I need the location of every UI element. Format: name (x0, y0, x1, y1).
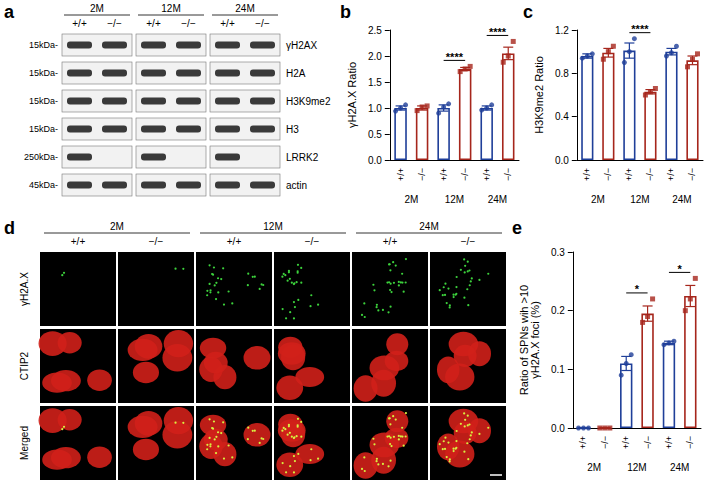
svg-text:2.0: 2.0 (368, 51, 382, 62)
svg-text:0.1: 0.1 (551, 364, 565, 375)
svg-text:H3K9me2 Ratio: H3K9me2 Ratio (533, 56, 545, 134)
svg-text:12M: 12M (630, 194, 649, 205)
svg-text:15kDa-: 15kDa- (29, 40, 58, 50)
svg-text:24M: 24M (670, 462, 689, 473)
svg-text:0.5: 0.5 (368, 129, 382, 140)
svg-text:2M: 2M (90, 3, 104, 14)
svg-text:2M: 2M (404, 194, 418, 205)
svg-text:−/−: −/− (503, 168, 513, 181)
svg-text:+/+: +/+ (578, 436, 588, 449)
html-text:b: b (340, 2, 351, 22)
svg-text:24M: 24M (672, 194, 691, 205)
svg-text:12M: 12M (627, 462, 646, 473)
svg-text:CTIP2: CTIP2 (19, 351, 30, 380)
svg-text:−/−: −/− (685, 436, 695, 449)
svg-text:−/−: −/− (600, 436, 610, 449)
svg-text:+/+: +/+ (72, 18, 87, 29)
svg-text:45kDa-: 45kDa- (29, 180, 58, 190)
html-text:a: a (4, 2, 14, 22)
svg-text:γH2A.X foci (%): γH2A.X foci (%) (529, 301, 541, 379)
svg-text:0.0: 0.0 (551, 423, 565, 434)
svg-text:−/−: −/− (181, 18, 196, 29)
html-text:c: c (523, 2, 533, 22)
svg-text:*: * (677, 263, 682, 275)
svg-text:−/−: −/− (107, 18, 122, 29)
svg-text:0.3: 0.3 (551, 247, 565, 258)
svg-text:0.8: 0.8 (555, 68, 569, 79)
svg-text:+/+: +/+ (220, 18, 235, 29)
svg-text:−/−: −/− (460, 168, 470, 181)
svg-text:−/−: −/− (645, 168, 655, 181)
svg-text:0.0: 0.0 (368, 155, 382, 166)
svg-text:+/+: +/+ (482, 168, 492, 181)
svg-text:*: * (635, 283, 640, 295)
svg-text:****: **** (446, 51, 464, 63)
svg-text:24M: 24M (235, 3, 254, 14)
svg-text:Merged: Merged (19, 426, 30, 460)
svg-text:0.4: 0.4 (555, 111, 569, 122)
svg-text:24M: 24M (488, 194, 507, 205)
svg-text:15kDa-: 15kDa- (29, 96, 58, 106)
svg-text:12M: 12M (263, 221, 282, 232)
svg-text:−/−: −/− (305, 236, 320, 247)
svg-text:−/−: −/− (643, 436, 653, 449)
svg-text:2M: 2M (110, 221, 124, 232)
svg-text:+/+: +/+ (146, 18, 161, 29)
svg-text:+/+: +/+ (624, 168, 634, 181)
svg-text:−/−: −/− (255, 18, 270, 29)
svg-text:H3: H3 (286, 124, 299, 135)
svg-text:250kDa-: 250kDa- (24, 152, 58, 162)
svg-text:12M: 12M (161, 3, 180, 14)
svg-text:−/−: −/− (461, 236, 476, 247)
html-text:d: d (4, 218, 15, 238)
svg-text:−/−: −/− (603, 168, 613, 181)
svg-text:+/+: +/+ (439, 168, 449, 181)
svg-text:1.2: 1.2 (555, 25, 569, 36)
svg-text:1.5: 1.5 (368, 77, 382, 88)
svg-text:2.5: 2.5 (368, 25, 382, 36)
svg-text:H2A: H2A (286, 68, 306, 79)
svg-text:−/−: −/− (687, 168, 697, 181)
svg-text:+/+: +/+ (582, 168, 592, 181)
svg-text:0.0: 0.0 (555, 155, 569, 166)
svg-text:+/+: +/+ (666, 168, 676, 181)
svg-text:+/+: +/+ (396, 168, 406, 181)
svg-text:15kDa-: 15kDa- (29, 68, 58, 78)
svg-text:+/+: +/+ (227, 236, 242, 247)
html-text:e: e (512, 218, 522, 238)
svg-text:****: **** (631, 23, 649, 35)
svg-text:γH2AX: γH2AX (286, 40, 317, 51)
svg-text:2M: 2M (591, 194, 605, 205)
svg-text:****: **** (489, 26, 507, 38)
svg-text:15kDa-: 15kDa- (29, 124, 58, 134)
svg-text:+/+: +/+ (71, 236, 86, 247)
svg-text:γH2A.X: γH2A.X (19, 272, 30, 306)
svg-text:γH2A.X Ratio: γH2A.X Ratio (346, 62, 358, 128)
svg-text:24M: 24M (419, 221, 438, 232)
svg-text:Ratio of SPNs wih >10: Ratio of SPNs wih >10 (517, 284, 530, 396)
svg-text:+/+: +/+ (383, 236, 398, 247)
svg-text:2M: 2M (587, 462, 601, 473)
svg-text:−/−: −/− (149, 236, 164, 247)
svg-text:LRRK2: LRRK2 (286, 152, 319, 163)
svg-text:H3K9me2: H3K9me2 (286, 96, 331, 107)
svg-text:0.2: 0.2 (551, 305, 565, 316)
svg-text:+/+: +/+ (664, 436, 674, 449)
svg-text:+/+: +/+ (621, 436, 631, 449)
svg-text:−/−: −/− (417, 168, 427, 181)
svg-text:1.0: 1.0 (368, 103, 382, 114)
svg-text:actin: actin (286, 180, 307, 191)
svg-text:12M: 12M (445, 194, 464, 205)
